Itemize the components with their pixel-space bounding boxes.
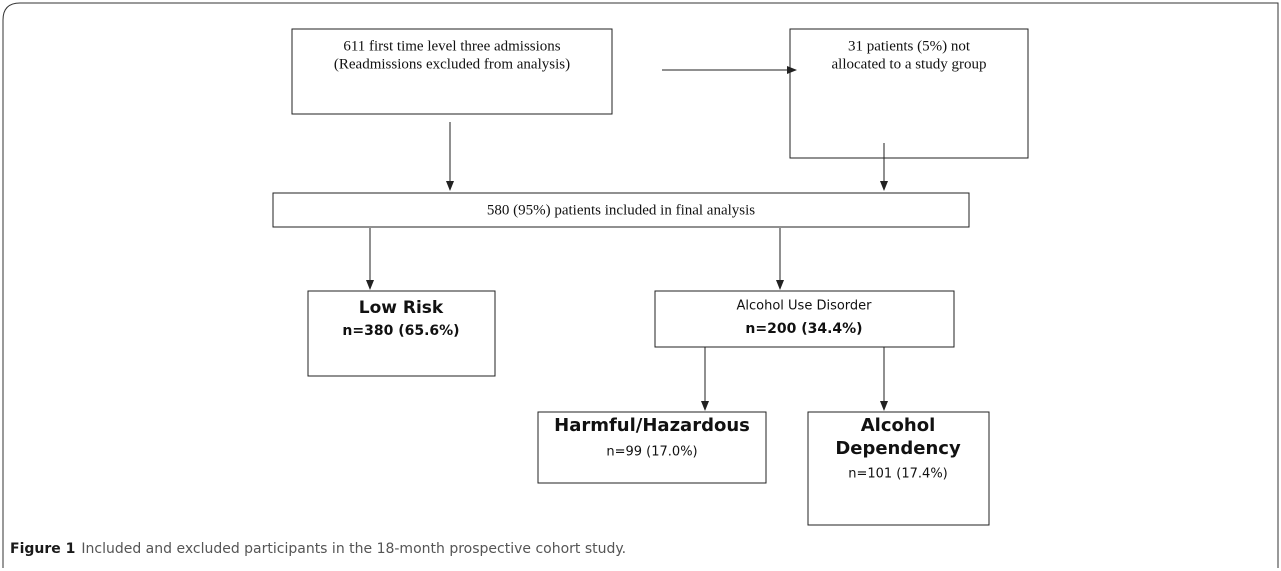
node-text: 580 (95%) patients included in final ana… bbox=[487, 202, 755, 218]
node-text: n=200 (34.4%) bbox=[745, 321, 862, 337]
box bbox=[654, 290, 955, 348]
box bbox=[272, 192, 970, 228]
node-text: n=380 (65.6%) bbox=[342, 323, 459, 339]
box bbox=[789, 28, 1029, 159]
node-text: Alcohol bbox=[861, 415, 936, 436]
node-text: (Readmissions excluded from analysis) bbox=[334, 56, 570, 72]
caption-label: Figure 1 bbox=[10, 541, 75, 557]
node-text: n=99 (17.0%) bbox=[606, 445, 697, 460]
box bbox=[537, 411, 767, 484]
node-text: n=101 (17.4%) bbox=[848, 467, 948, 482]
node-text: Dependency bbox=[835, 438, 961, 459]
node-text: Harmful/Hazardous bbox=[554, 415, 750, 436]
node-text: allocated to a study group bbox=[832, 56, 987, 72]
node-text: 31 patients (5%) not bbox=[848, 38, 971, 54]
box bbox=[807, 411, 990, 526]
caption: Figure 1 Included and excluded participan… bbox=[10, 541, 626, 557]
box bbox=[307, 290, 496, 377]
node-text: 611 first time level three admissions bbox=[343, 38, 560, 54]
node-text: Alcohol Use Disorder bbox=[736, 299, 872, 314]
box bbox=[291, 28, 613, 115]
node-text: Low Risk bbox=[359, 298, 444, 318]
caption-text: Included and excluded participants in th… bbox=[81, 541, 626, 557]
